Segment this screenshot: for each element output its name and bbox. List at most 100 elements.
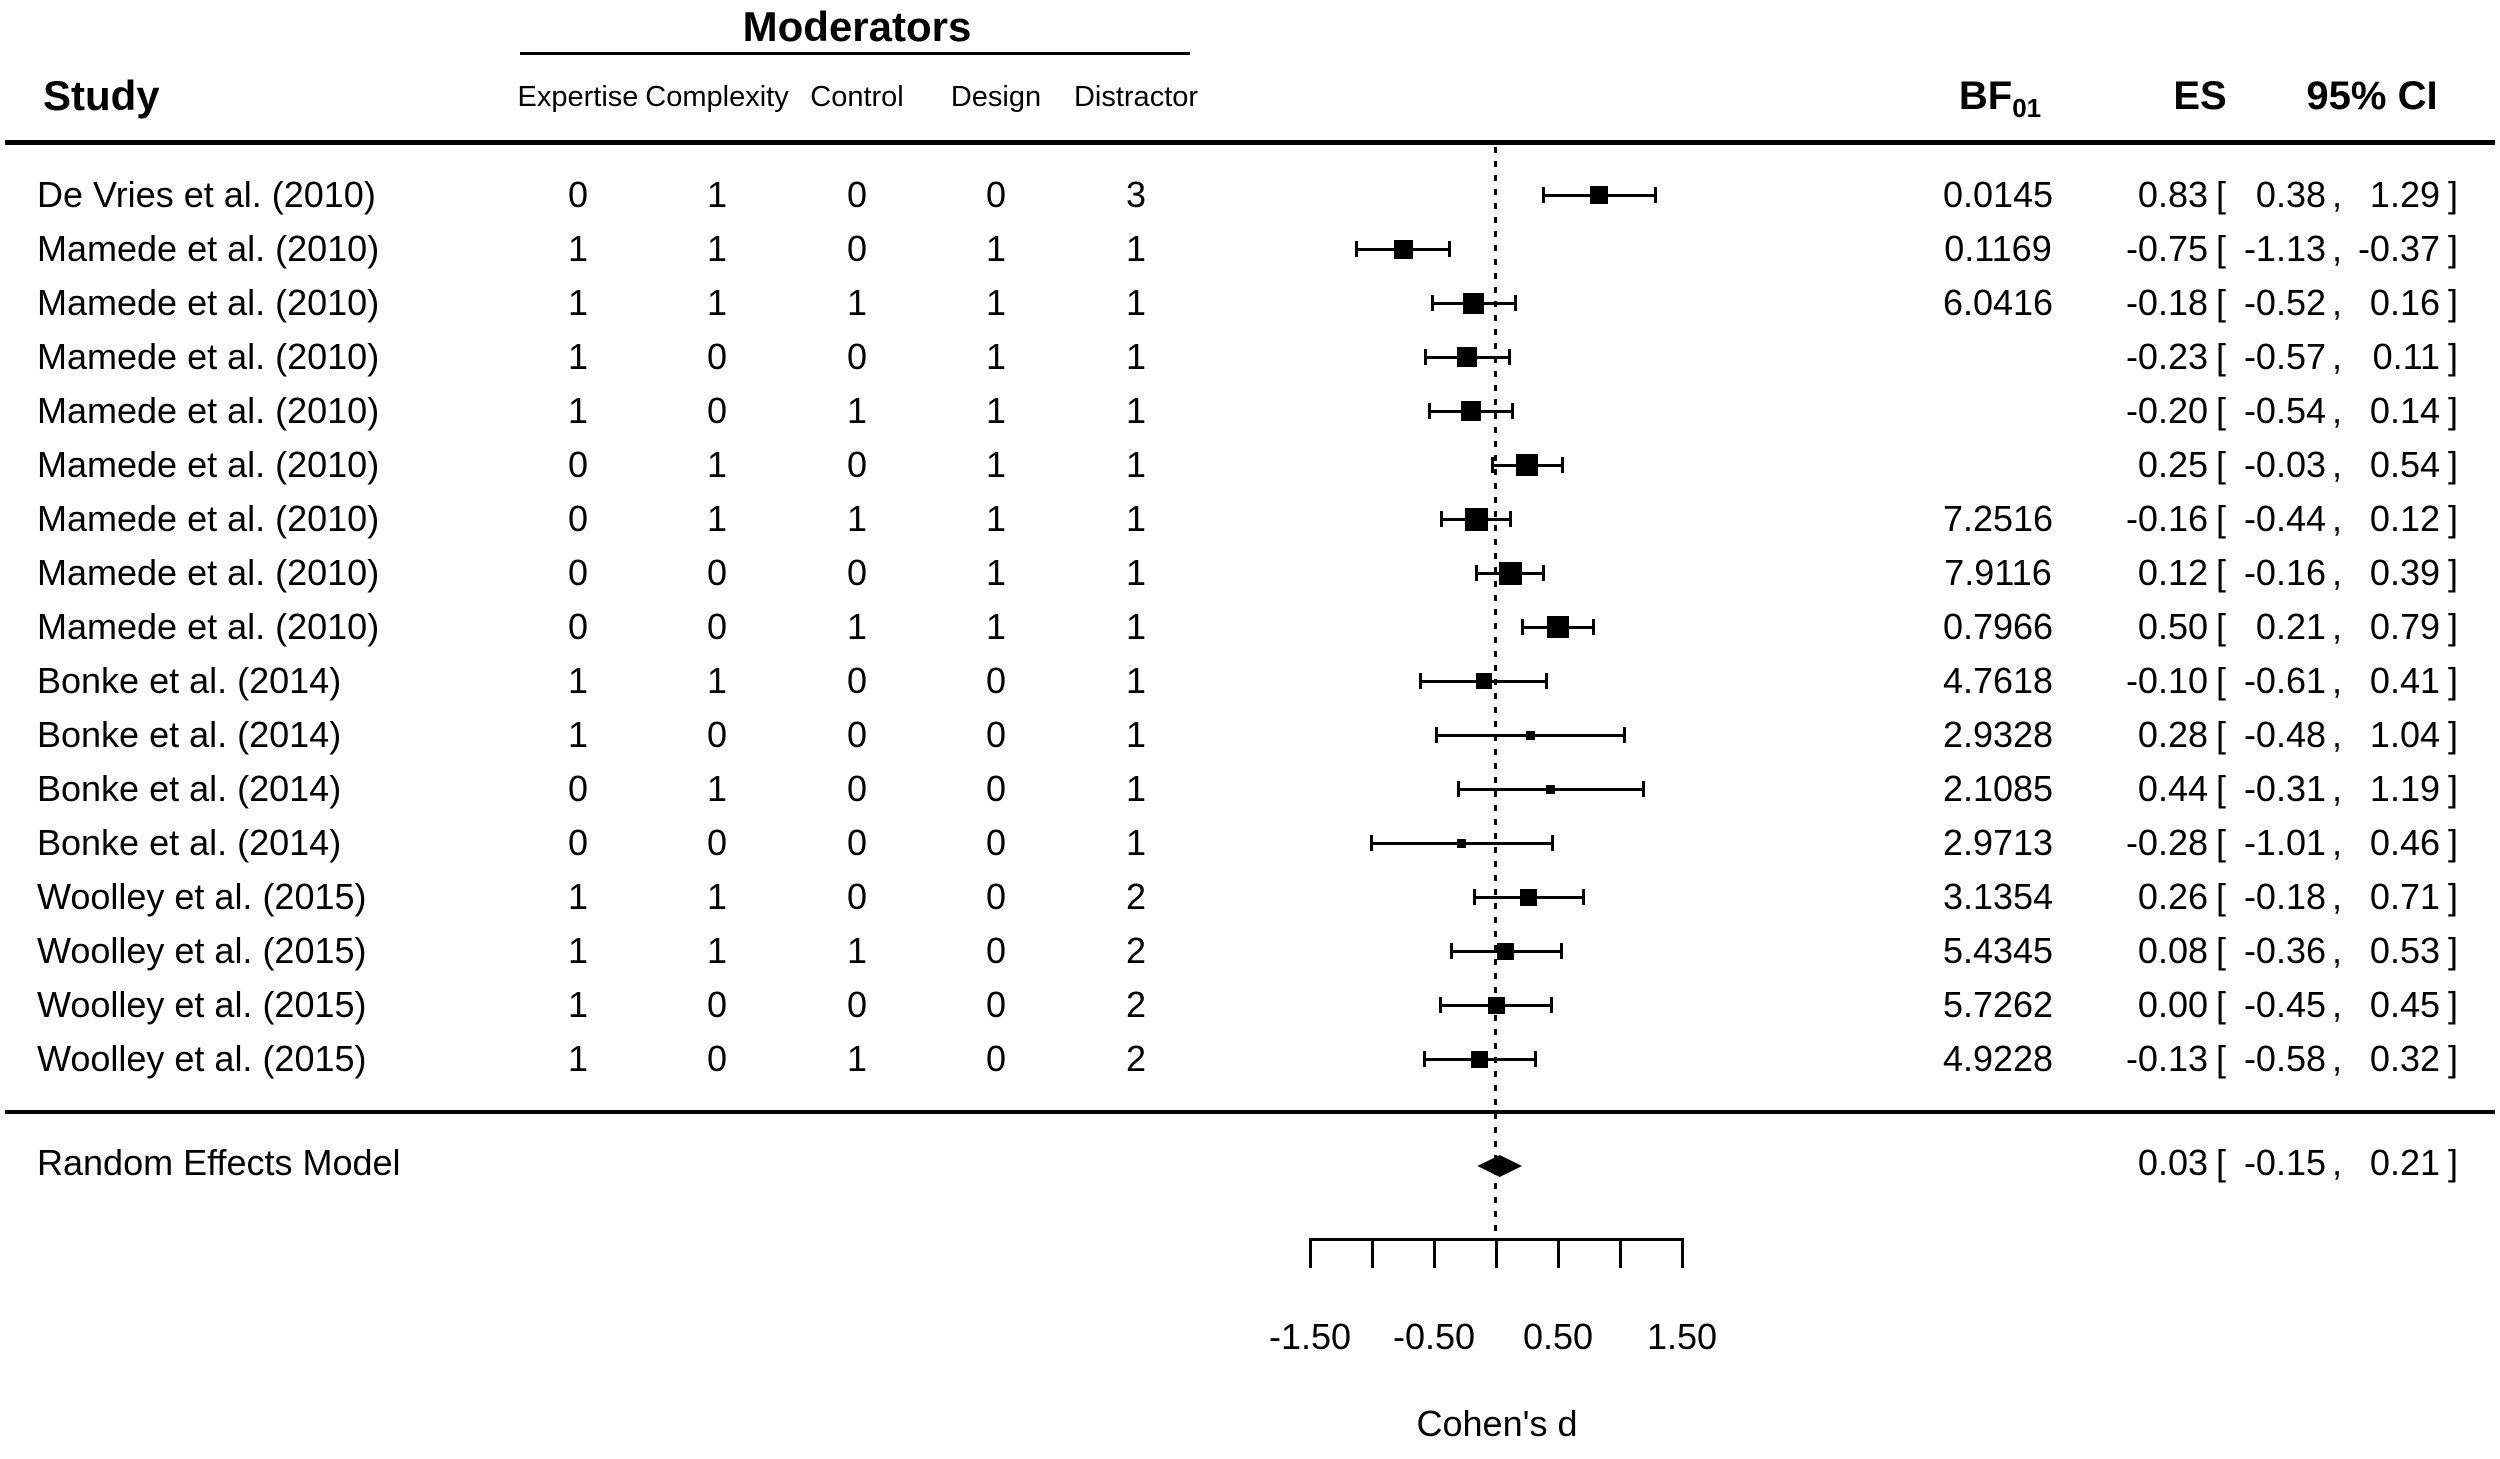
ci-cap-left [1423, 1051, 1427, 1067]
ci-cap-left [1424, 349, 1428, 365]
es-ci-part: [ [2215, 1142, 2226, 1183]
moderator-value: 2 [1125, 930, 1147, 971]
moderator-column-header: Design [950, 81, 1042, 113]
moderator-value: 1 [567, 1038, 589, 1079]
es-ci-part: 0.83 [2137, 174, 2208, 215]
effect-marker [1516, 454, 1538, 476]
ci-cap-right [1641, 781, 1645, 797]
moderator-value: 1 [1125, 336, 1147, 377]
es-ci-part: 0.39 [2369, 552, 2440, 593]
es-ci-value: -0.20[-0.54, 0.14] [2113, 389, 2466, 433]
es-ci-part: [ [2215, 444, 2226, 485]
bf01-column-header: BF01 [1959, 72, 2041, 132]
ci-cap-left [1439, 997, 1443, 1013]
es-ci-part: ] [2447, 174, 2458, 215]
moderator-value: 1 [706, 768, 728, 809]
x-axis-tick [1371, 1238, 1374, 1268]
es-ci-part: ] [2447, 228, 2458, 269]
es-ci-part: [ [2215, 336, 2226, 377]
bf01-value: 6.0416 [1942, 282, 2054, 323]
es-ci-part: ] [2447, 930, 2458, 971]
es-ci-value: 0.26[-0.18, 0.71] [2113, 875, 2466, 919]
moderator-value: 2 [1125, 1038, 1147, 1079]
ci-cap-left [1542, 187, 1546, 203]
es-ci-part: 0.00 [2137, 984, 2208, 1025]
es-ci-part: -0.54 [2243, 390, 2326, 431]
moderator-value: 1 [985, 336, 1007, 377]
es-ci-part: 0.25 [2137, 444, 2208, 485]
es-ci-value: -0.16[-0.44, 0.12] [2113, 497, 2466, 541]
es-ci-part: [ [2215, 606, 2226, 647]
ci-cap-left [1430, 295, 1434, 311]
moderators-underline [520, 52, 1190, 55]
moderator-value: 1 [567, 714, 589, 755]
es-ci-value: 0.08[-0.36, 0.53] [2113, 929, 2466, 973]
moderator-value: 1 [1125, 768, 1147, 809]
moderator-value: 0 [985, 768, 1007, 809]
effect-marker [1461, 401, 1482, 421]
moderator-value: 0 [985, 984, 1007, 1025]
es-ci-part: [ [2215, 876, 2226, 917]
effect-marker [1499, 561, 1523, 585]
bf01-header-main: BF [1958, 74, 2013, 118]
es-ci-part: ] [2447, 444, 2458, 485]
moderator-value: 1 [567, 282, 589, 323]
study-label: Bonke et al. (2014) [37, 822, 342, 863]
moderator-value: 0 [567, 822, 589, 863]
moderator-value: 0 [985, 876, 1007, 917]
effect-marker [1526, 730, 1536, 740]
es-ci-part: -0.18 [2125, 282, 2208, 323]
moderator-value: 0 [567, 552, 589, 593]
moderator-value: 1 [567, 984, 589, 1025]
x-axis-tick [1433, 1238, 1436, 1268]
bf01-value: 4.9228 [1942, 1038, 2054, 1079]
moderator-column-header: Expertise [517, 81, 639, 113]
es-ci-part: -0.61 [2243, 660, 2326, 701]
es-ci-part: [ [2215, 768, 2226, 809]
es-ci-part: 0.14 [2369, 390, 2440, 431]
moderator-value: 1 [567, 876, 589, 917]
es-ci-value: 0.00[-0.45, 0.45] [2113, 983, 2466, 1027]
moderator-value: 1 [985, 552, 1007, 593]
es-ci-part: 0.12 [2137, 552, 2208, 593]
moderator-value: 1 [1125, 822, 1147, 863]
ci-cap-right [1544, 673, 1548, 689]
effect-marker [1471, 1050, 1489, 1068]
x-axis-tick [1309, 1238, 1312, 1268]
ci-cap-left [1456, 781, 1460, 797]
moderator-value: 0 [846, 660, 868, 701]
moderator-value: 1 [1125, 714, 1147, 755]
zero-reference-line [1494, 147, 1497, 1238]
effect-marker [1475, 673, 1492, 689]
es-ci-part: , [2331, 282, 2342, 323]
es-ci-part: ] [2447, 660, 2458, 701]
x-axis-label: Cohen's d [1416, 1403, 1578, 1444]
es-ci-part: -0.13 [2125, 1038, 2208, 1079]
moderator-value: 0 [846, 444, 868, 485]
ci-cap-left [1354, 241, 1358, 257]
es-ci-part: , [2331, 498, 2342, 539]
es-column-header: ES [2173, 74, 2227, 118]
moderator-value: 0 [985, 1038, 1007, 1079]
es-ci-part: -0.23 [2125, 336, 2208, 377]
es-ci-value: 0.03[-0.15, 0.21] [2113, 1141, 2466, 1185]
es-ci-value: -0.18[-0.52, 0.16] [2113, 281, 2466, 325]
study-label: Mamede et al. (2010) [37, 498, 380, 539]
effect-marker [1546, 784, 1556, 794]
moderator-value: 0 [846, 714, 868, 755]
bf01-value: 3.1354 [1942, 876, 2054, 917]
moderator-value: 1 [846, 498, 868, 539]
es-ci-part: ] [2447, 1142, 2458, 1183]
moderator-value: 2 [1125, 984, 1147, 1025]
moderator-value: 0 [846, 552, 868, 593]
moderators-title: Moderators [742, 3, 972, 50]
es-ci-part: [ [2215, 714, 2226, 755]
moderator-value: 1 [985, 444, 1007, 485]
moderator-value: 3 [1125, 174, 1147, 215]
es-ci-part: , [2331, 768, 2342, 809]
moderator-value: 0 [846, 174, 868, 215]
es-ci-part: -0.18 [2243, 876, 2326, 917]
study-label: Mamede et al. (2010) [37, 282, 380, 323]
es-ci-part: 0.08 [2137, 930, 2208, 971]
